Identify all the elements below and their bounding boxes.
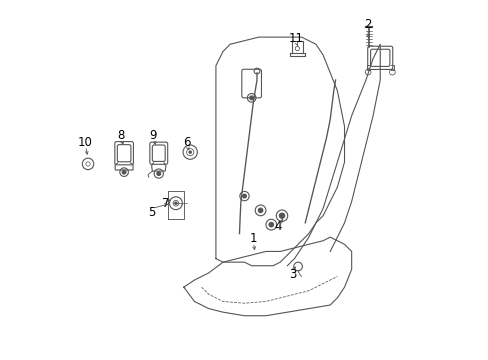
Circle shape (189, 151, 191, 153)
Text: 8: 8 (117, 129, 125, 142)
Text: 5: 5 (148, 206, 155, 219)
Text: 3: 3 (288, 268, 296, 281)
Circle shape (249, 96, 253, 100)
Circle shape (157, 172, 160, 175)
Circle shape (175, 202, 177, 204)
Text: 4: 4 (274, 220, 282, 233)
Text: 1: 1 (249, 233, 257, 246)
Circle shape (279, 213, 284, 218)
Circle shape (258, 208, 262, 212)
Text: 9: 9 (149, 129, 157, 142)
Circle shape (122, 170, 125, 174)
Circle shape (242, 194, 246, 198)
Text: 11: 11 (288, 32, 303, 45)
Text: 10: 10 (78, 136, 93, 149)
Text: 6: 6 (183, 136, 191, 149)
Text: 2: 2 (363, 18, 371, 31)
Circle shape (268, 222, 273, 227)
Text: 7: 7 (162, 197, 169, 210)
